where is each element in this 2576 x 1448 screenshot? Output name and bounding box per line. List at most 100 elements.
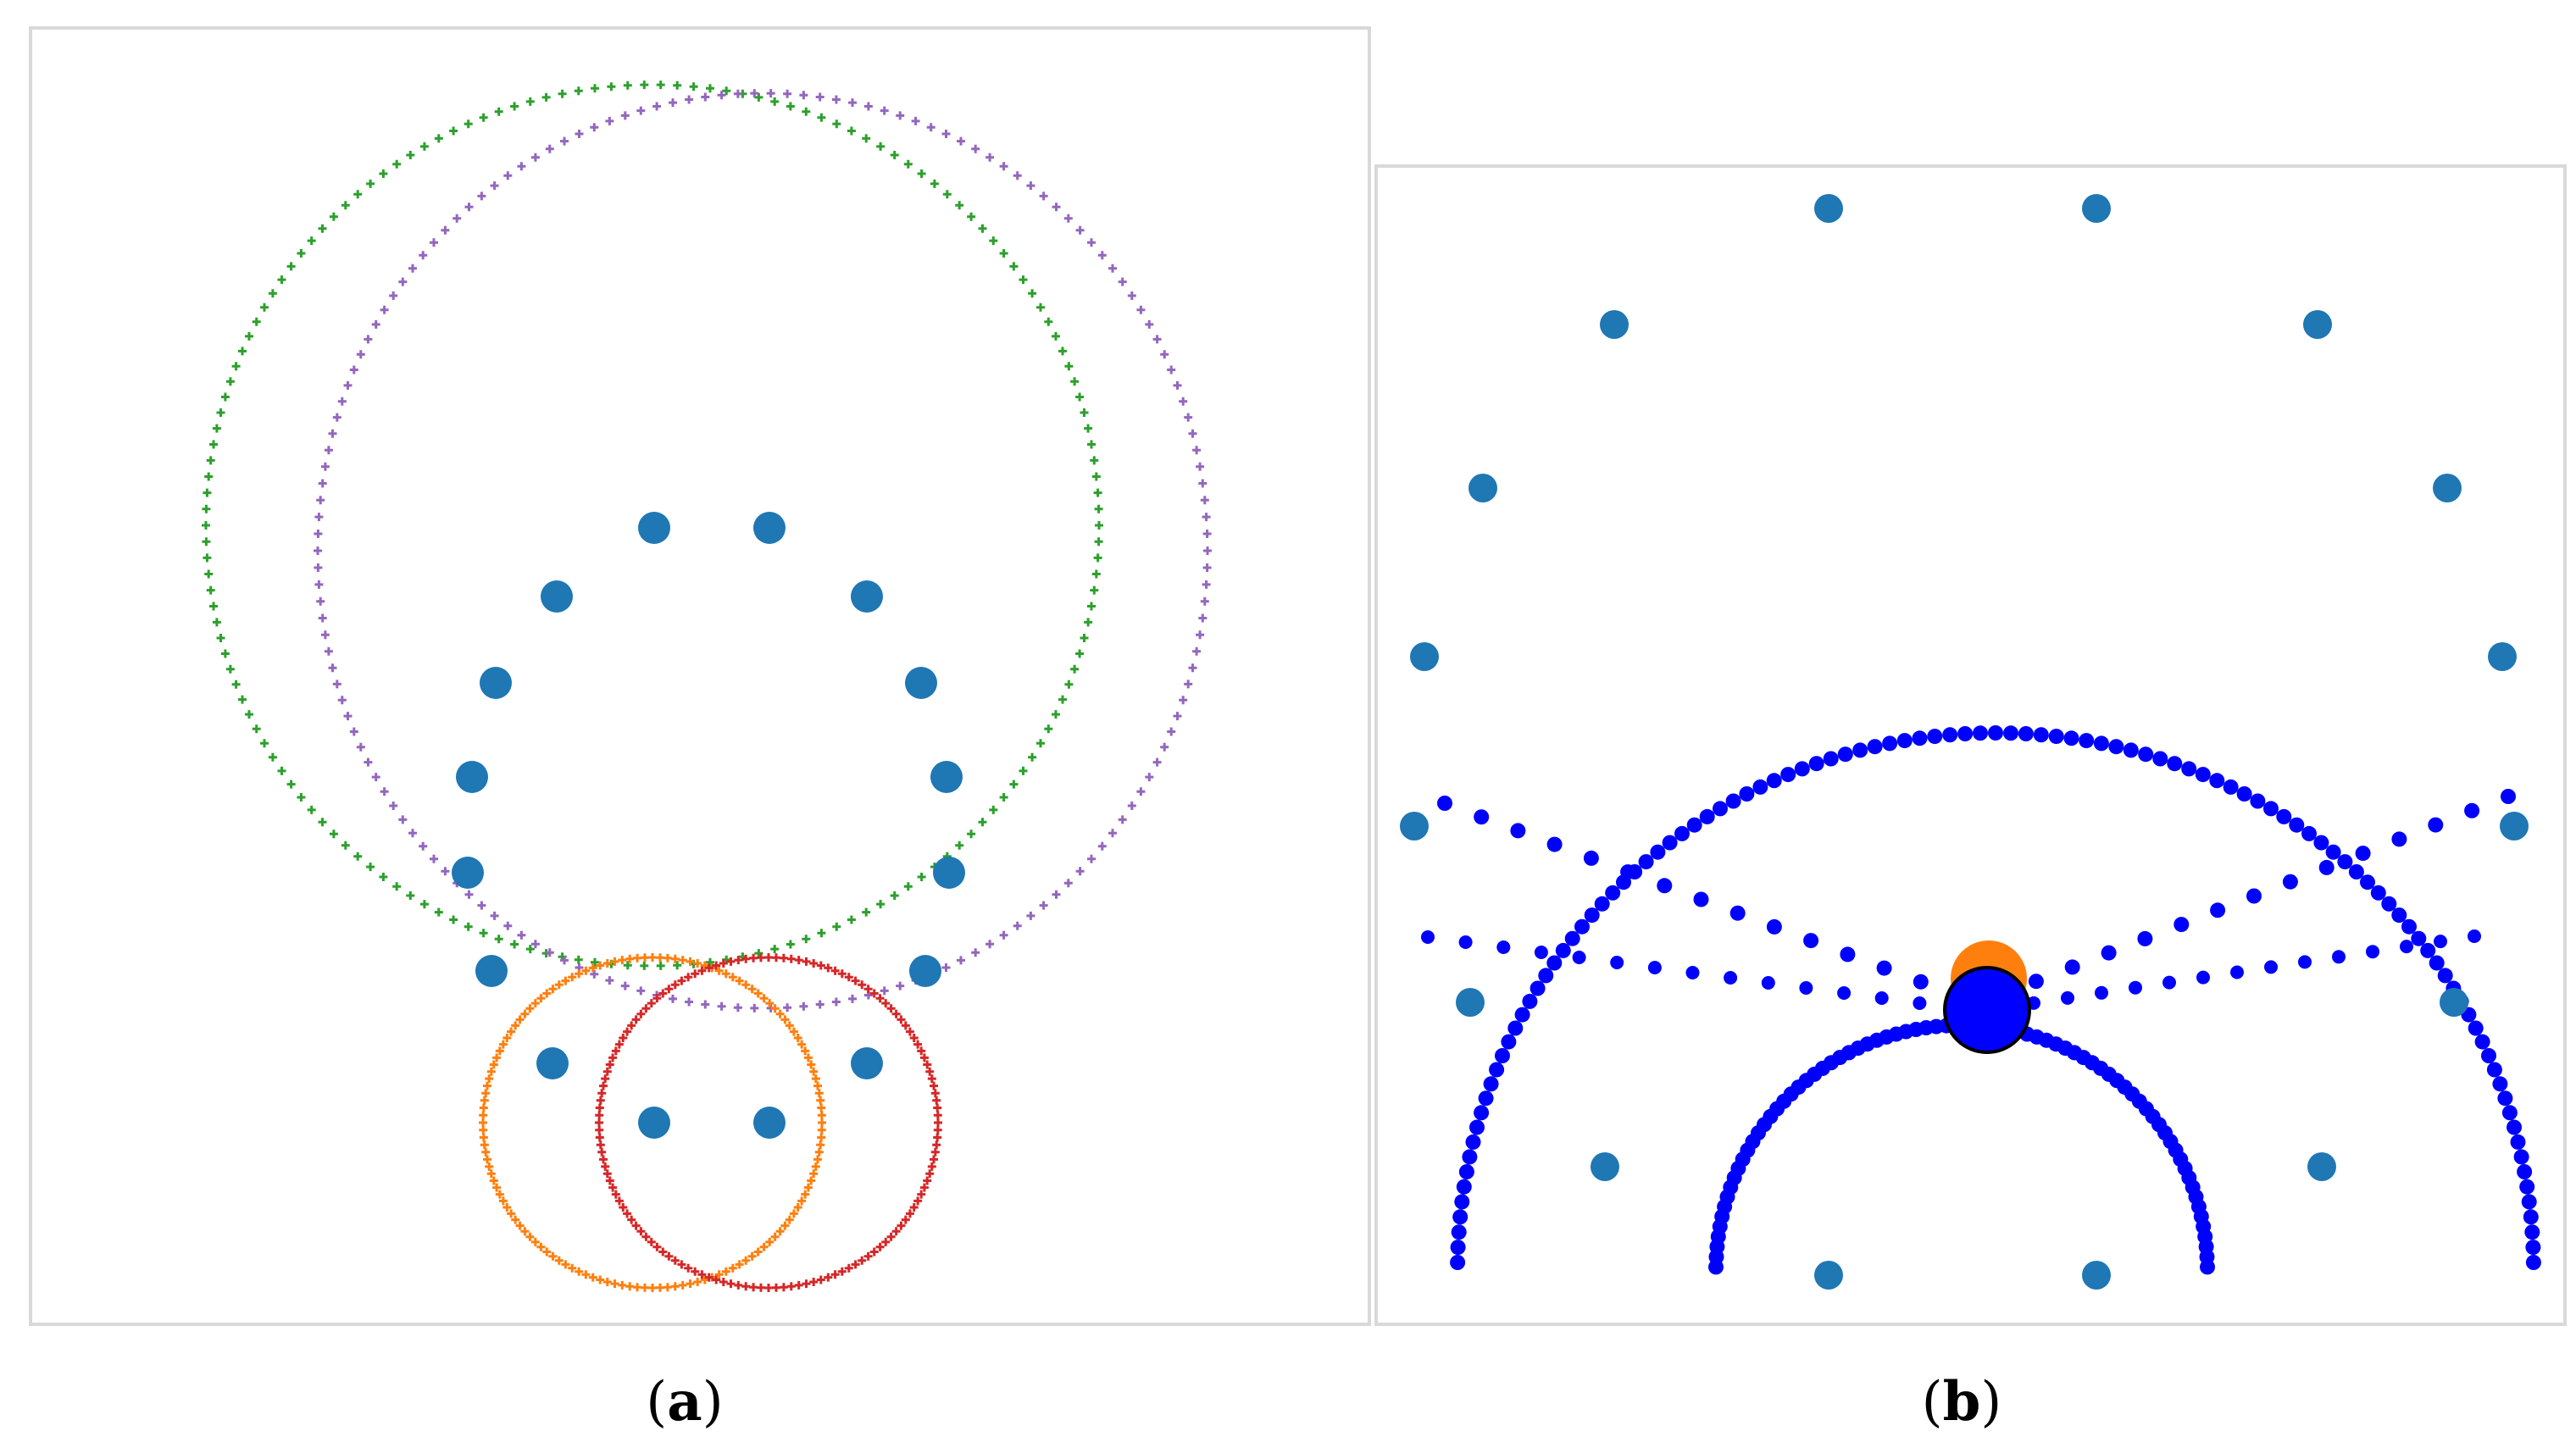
trace-point <box>735 1260 744 1269</box>
trace-point <box>779 953 788 963</box>
trace-point <box>371 319 380 329</box>
trace-point <box>1039 901 1048 910</box>
wave-point <box>1538 968 1554 984</box>
trace-point <box>245 331 253 341</box>
sensor-dot <box>2433 474 2462 502</box>
sensor-dot <box>1814 1261 1843 1290</box>
trace-point <box>658 989 668 998</box>
wave-point <box>2464 802 2480 818</box>
trace-point <box>933 1133 942 1142</box>
wave-point <box>2391 831 2407 847</box>
trace-point <box>726 957 736 966</box>
trace-point <box>670 980 680 990</box>
trace-point <box>685 997 694 1007</box>
trace-point <box>479 1125 488 1135</box>
wave-point <box>1496 940 1511 954</box>
trace-point <box>502 1034 512 1042</box>
trace-point <box>353 852 363 861</box>
trace-point <box>252 317 261 326</box>
trace-point <box>406 151 415 159</box>
trace-point <box>750 1003 759 1012</box>
trace-point <box>554 980 564 990</box>
trace-point <box>530 153 540 162</box>
trace-point <box>614 1040 624 1049</box>
trace-point <box>728 973 737 982</box>
trace-point <box>1173 712 1182 721</box>
trace-point <box>602 1169 612 1179</box>
sensor-dot <box>452 857 484 889</box>
trace-point <box>677 1260 686 1269</box>
trace-point <box>441 867 450 876</box>
trace-point <box>392 882 402 891</box>
wave-point <box>2348 864 2364 879</box>
wave-point <box>1454 1194 1470 1210</box>
trace-point <box>520 1009 530 1018</box>
trace-point <box>536 1242 546 1251</box>
trace-point <box>479 1133 488 1142</box>
trace-point <box>1093 553 1102 563</box>
wave-point <box>2282 874 2298 890</box>
wave-point <box>2360 874 2375 890</box>
panel-a-caption: (a) <box>646 1370 723 1434</box>
trace-point <box>721 1267 730 1276</box>
trace-point <box>851 976 860 985</box>
trace-point <box>678 956 687 965</box>
trace-point <box>1070 377 1080 386</box>
trace-point <box>209 602 218 611</box>
sensor-dot <box>536 1047 569 1079</box>
trace-point <box>314 513 324 522</box>
trace-point <box>896 981 905 990</box>
trace-point <box>611 1190 620 1199</box>
trace-point <box>530 1237 540 1246</box>
wave-point <box>2370 885 2386 901</box>
trace-point <box>1013 921 1022 930</box>
wave-point <box>1957 726 1974 741</box>
trace-point <box>999 249 1008 258</box>
trace-point <box>686 1279 695 1289</box>
trace-point <box>757 953 765 963</box>
trace-point <box>932 1096 941 1105</box>
trace-point <box>794 956 803 965</box>
trace-point <box>786 940 795 949</box>
wave-point <box>1852 742 1868 758</box>
trace-point <box>633 953 642 963</box>
trace-point <box>925 1169 935 1179</box>
trace-point <box>601 1074 610 1084</box>
wave-point <box>1458 1164 1474 1179</box>
trace-point <box>596 1275 605 1284</box>
trace-point <box>691 1267 700 1276</box>
trace-point <box>568 1263 577 1273</box>
sensor-dot <box>480 667 512 699</box>
wave-point <box>1973 725 1988 741</box>
trace-point <box>1108 829 1117 838</box>
trace-point <box>1044 724 1053 734</box>
trace-point <box>595 1133 604 1142</box>
trace-point <box>648 1284 657 1292</box>
wave-point <box>2411 930 2427 946</box>
trace-point <box>605 1060 614 1069</box>
trace-point <box>726 1279 736 1289</box>
trace-point <box>999 162 1008 171</box>
wave-point <box>2123 742 2139 758</box>
wave-point <box>2137 930 2153 946</box>
trace-point <box>480 1140 489 1150</box>
sensor-dot <box>541 580 573 613</box>
trace-point <box>492 1183 502 1192</box>
wave-point <box>1555 942 1571 958</box>
trace-point <box>1028 752 1037 762</box>
wave-point <box>2209 773 2225 789</box>
wave-point <box>1456 1179 1472 1195</box>
trace-point <box>807 1176 816 1185</box>
trace-point <box>677 976 686 985</box>
trace-point <box>434 907 443 917</box>
trace-point <box>464 890 474 899</box>
trace-point <box>202 537 211 546</box>
trace-point <box>607 82 616 92</box>
trace-point <box>663 1283 672 1292</box>
trace-point <box>1026 911 1035 920</box>
trace-point <box>490 181 499 191</box>
trace-point <box>967 212 976 221</box>
panel-b-frame <box>1374 164 2567 1326</box>
sensor-dot <box>1468 474 1497 502</box>
trace-point <box>449 126 458 136</box>
